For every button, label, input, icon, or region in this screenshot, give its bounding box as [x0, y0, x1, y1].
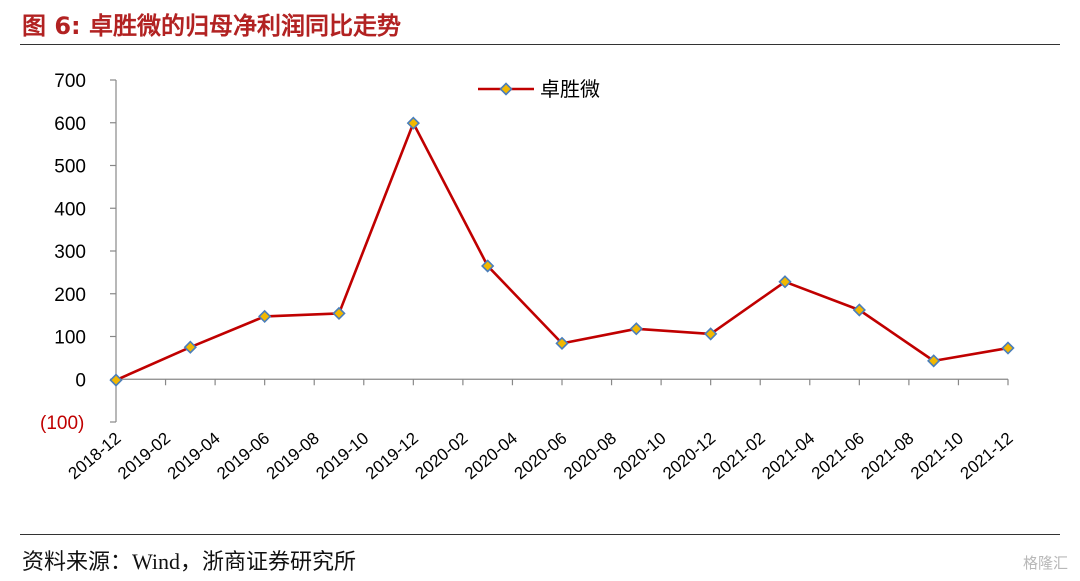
data-point [704, 327, 718, 341]
data-point [629, 322, 643, 336]
data-point [258, 309, 272, 324]
x-axis: 2018-122019-022019-042019-062019-082019-… [65, 378, 1017, 484]
top-rule [20, 44, 1060, 45]
legend-marker [499, 82, 513, 96]
x-tick-label: 2019-12 [362, 429, 422, 484]
x-tick-label: 2020-02 [411, 429, 471, 484]
x-tick-label: 2019-10 [312, 429, 372, 484]
data-point [555, 336, 569, 350]
data-point [406, 116, 420, 130]
x-tick-label: 2020-08 [560, 429, 620, 484]
x-tick-label: 2021-02 [709, 429, 769, 484]
x-tick-label: 2019-08 [263, 429, 323, 484]
x-tick-label: 2020-04 [461, 429, 521, 484]
y-tick-label: 300 [54, 242, 86, 263]
x-tick-label: 2021-06 [808, 429, 868, 484]
legend: 卓胜微 [478, 77, 600, 101]
y-tick-label: 0 [75, 370, 86, 391]
data-point [332, 306, 346, 321]
y-tick-label: 200 [54, 285, 86, 306]
data-point [481, 259, 495, 273]
bottom-rule [20, 534, 1060, 535]
x-tick-label: 2019-02 [114, 429, 174, 484]
series-layer [109, 116, 1015, 387]
x-tick-label: 2021-04 [758, 429, 818, 484]
data-point [183, 340, 197, 354]
x-tick-label: 2021-08 [857, 429, 917, 484]
y-tick-label: 600 [54, 114, 86, 135]
x-tick-label: 2019-06 [213, 429, 273, 484]
x-tick-label: 2020-06 [511, 429, 571, 484]
data-point [927, 354, 941, 368]
y-axis: (100) 0 100 200 300 400 500 600 700 [40, 71, 117, 434]
x-tick-label: 2018-12 [65, 429, 125, 484]
figure-title: 图 6: 卓胜微的归母净利润同比走势 [22, 12, 402, 40]
x-tick-label: 2020-12 [659, 429, 719, 484]
x-tick-label: 2020-10 [610, 429, 670, 484]
y-tick-label: 700 [54, 71, 86, 92]
x-tick-label: 2019-04 [164, 429, 224, 484]
legend-label: 卓胜微 [540, 77, 600, 101]
source-note: 资料来源：Wind，浙商证券研究所 [22, 549, 356, 574]
watermark: 格隆汇 [1022, 554, 1068, 572]
x-tick-label: 2021-12 [957, 429, 1017, 484]
data-point [109, 373, 123, 387]
y-tick-label: 100 [54, 328, 86, 349]
data-point [778, 275, 792, 289]
y-tick-label: (100) [40, 413, 84, 434]
x-tick-label: 2021-10 [907, 429, 967, 484]
y-tick-label: 500 [54, 157, 86, 178]
y-tick-label: 400 [54, 199, 86, 220]
data-point [1001, 341, 1015, 355]
data-point [852, 303, 866, 317]
